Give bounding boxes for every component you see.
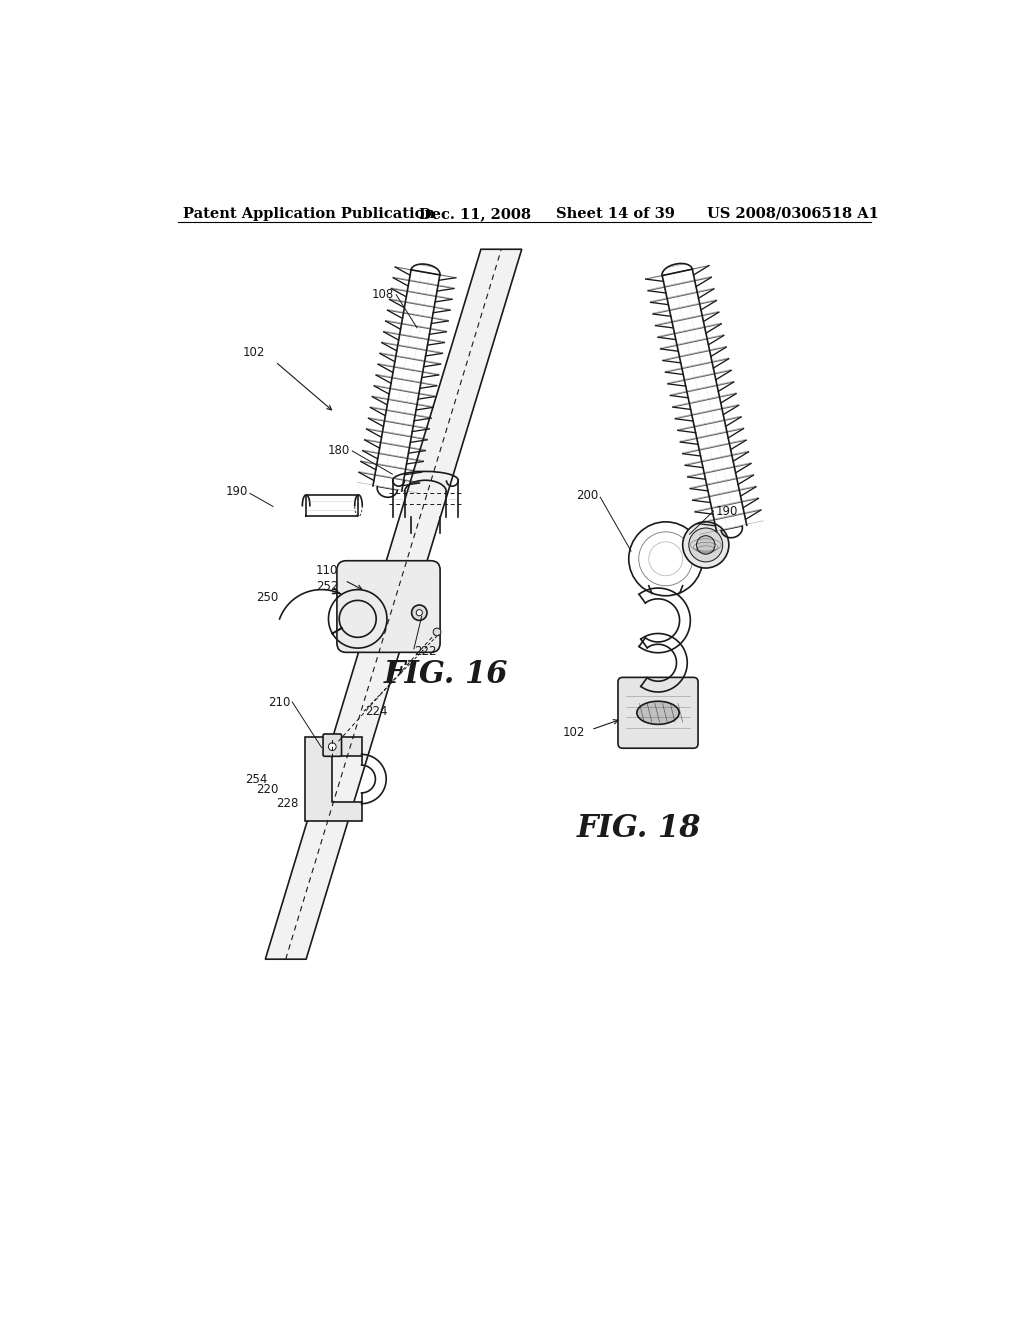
Circle shape (683, 521, 729, 568)
Text: 252: 252 (316, 579, 339, 593)
FancyBboxPatch shape (323, 734, 342, 756)
Text: FIG. 18: FIG. 18 (577, 813, 701, 843)
Circle shape (433, 628, 441, 636)
Text: 228: 228 (276, 797, 298, 810)
Polygon shape (265, 249, 521, 960)
Text: US 2008/0306518 A1: US 2008/0306518 A1 (707, 207, 879, 220)
Circle shape (696, 536, 715, 554)
Polygon shape (305, 737, 361, 821)
Text: 190: 190 (716, 504, 738, 517)
Text: Sheet 14 of 39: Sheet 14 of 39 (556, 207, 675, 220)
Text: Dec. 11, 2008: Dec. 11, 2008 (419, 207, 531, 220)
Text: 108: 108 (372, 288, 394, 301)
Text: 210: 210 (268, 696, 291, 709)
Text: 102: 102 (243, 346, 265, 359)
FancyBboxPatch shape (337, 561, 440, 652)
FancyBboxPatch shape (617, 677, 698, 748)
Text: 250: 250 (256, 591, 279, 603)
Circle shape (329, 743, 336, 751)
Circle shape (412, 605, 427, 620)
Text: 200: 200 (577, 490, 599, 502)
Text: FIG. 16: FIG. 16 (384, 659, 509, 690)
Text: 180: 180 (328, 445, 350, 458)
Circle shape (689, 528, 723, 562)
Text: 190: 190 (225, 484, 248, 498)
Text: Patent Application Publication: Patent Application Publication (183, 207, 435, 220)
Text: 224: 224 (366, 705, 388, 718)
Circle shape (416, 610, 422, 615)
Text: 220: 220 (256, 783, 279, 796)
Text: 110: 110 (316, 564, 339, 577)
Text: 102: 102 (562, 726, 585, 739)
Text: 222: 222 (414, 644, 436, 657)
Ellipse shape (637, 701, 679, 725)
Text: 254: 254 (245, 772, 267, 785)
